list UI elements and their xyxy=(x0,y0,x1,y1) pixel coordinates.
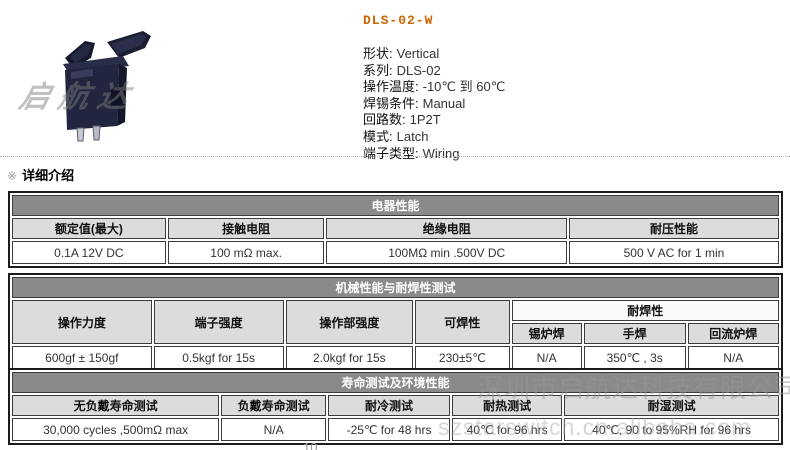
table-cell: -25℃ for 48 hrs xyxy=(327,418,451,441)
spec-value: Manual xyxy=(422,95,466,111)
spec-value: DLS-02 xyxy=(396,62,441,78)
sub-header: 手焊 xyxy=(583,323,686,344)
column-header: 绝缘电阻 xyxy=(326,218,567,239)
table-cell: 30,000 cycles ,500mΩ max xyxy=(12,418,220,441)
column-header: 操作部强度 xyxy=(285,300,414,344)
spec-series: 系列: DLS-02 xyxy=(363,63,505,80)
spec-label: 模式: xyxy=(363,128,393,144)
table-cell: 40℃ for 96 hrs xyxy=(452,418,563,441)
column-header: 耐湿测试 xyxy=(564,395,779,416)
spec-label: 端子类型: xyxy=(363,145,419,161)
spec-label: 系列: xyxy=(363,62,393,78)
electrical-properties-table: 电器性能 额定值(最大) 接触电阻 绝缘电阻 耐压性能 0.1A 12V DC … xyxy=(8,191,783,268)
table-cell: 2.0kgf for 15s xyxy=(285,346,414,369)
section-header: ※ 详细介绍 xyxy=(7,165,74,184)
spec-circuits: 回路数: 1P2T xyxy=(363,112,505,129)
table-cell: 100 mΩ max. xyxy=(167,241,325,264)
table-cell: N/A xyxy=(687,346,779,369)
spec-value: Latch xyxy=(396,128,429,144)
spec-mode: 模式: Latch xyxy=(363,129,505,146)
column-header: 耐冷测试 xyxy=(327,395,451,416)
section-title: 详细介绍 xyxy=(22,168,75,183)
section-divider xyxy=(0,156,790,157)
table-cell: N/A xyxy=(511,346,582,369)
column-header: 额定值(最大) xyxy=(12,218,166,239)
spec-solder-condition: 焊锡条件: Manual xyxy=(363,96,505,113)
sub-header: 回流炉焊 xyxy=(687,323,779,344)
spec-value: Vertical xyxy=(396,46,440,61)
column-header: 耐热测试 xyxy=(452,395,563,416)
spec-value: -10℃ 到 60℃ xyxy=(422,79,506,95)
table-cell: 0.5kgf for 15s xyxy=(153,346,284,369)
spec-shape: 形状: Vertical xyxy=(363,46,505,63)
table-title: 机械性能与耐焊性测试 xyxy=(12,277,779,298)
mechanical-properties-table: 机械性能与耐焊性测试 操作力度 端子强度 操作部强度 可焊性 耐焊性 锡炉焊 手… xyxy=(8,273,783,373)
spec-value: 1P2T xyxy=(409,112,441,128)
product-image: 启航达 xyxy=(15,28,185,143)
table-cell: 0.1A 12V DC xyxy=(12,241,166,264)
table-cell: 230±5℃ xyxy=(415,346,510,369)
spec-label: 形状: xyxy=(363,46,393,61)
table-cell: 600gf ± 150gf xyxy=(12,346,152,369)
table-title: 寿命测试及环境性能 xyxy=(12,372,779,393)
column-header: 无负戴寿命测试 xyxy=(12,395,220,416)
table-title: 电器性能 xyxy=(12,195,779,216)
table-cell: 350℃ , 3s xyxy=(583,346,686,369)
table-cell: 100MΩ min .500V DC xyxy=(326,241,567,264)
product-title: DLS-02-W xyxy=(363,13,434,28)
table-cell: N/A xyxy=(221,418,326,441)
section-bullet-icon: ※ xyxy=(7,169,18,183)
sub-header: 锡炉焊 xyxy=(511,323,582,344)
spec-list: 形状: Vertical 系列: DLS-02 操作温度: -10℃ 到 60℃ 焊锡… xyxy=(363,46,505,162)
spec-label: 回路数: xyxy=(363,112,406,128)
column-header: 耐压性能 xyxy=(568,218,779,239)
group-header: 耐焊性 xyxy=(511,300,779,321)
spec-label: 操作温度: xyxy=(363,79,419,95)
life-environment-table: 寿命测试及环境性能 无负戴寿命测试 负戴寿命测试 耐冷测试 耐热测试 耐湿测试 … xyxy=(8,368,783,445)
switch-illustration xyxy=(63,31,151,142)
column-header: 操作力度 xyxy=(12,300,152,344)
spec-value: Wiring xyxy=(422,145,460,161)
spec-label: 焊锡条件: xyxy=(363,95,419,111)
spec-terminal-type: 端子类型: Wiring xyxy=(363,146,505,163)
column-header: 可焊性 xyxy=(415,300,510,344)
spec-operating-temp: 操作温度: -10℃ 到 60℃ xyxy=(363,79,505,96)
table-cell: 500 V AC for 1 min xyxy=(568,241,779,264)
table-cell: 40℃, 90 to 95%RH for 96 hrs xyxy=(564,418,779,441)
column-header: 负戴寿命测试 xyxy=(221,395,326,416)
column-header: 接触电阻 xyxy=(167,218,325,239)
column-header: 端子强度 xyxy=(153,300,284,344)
